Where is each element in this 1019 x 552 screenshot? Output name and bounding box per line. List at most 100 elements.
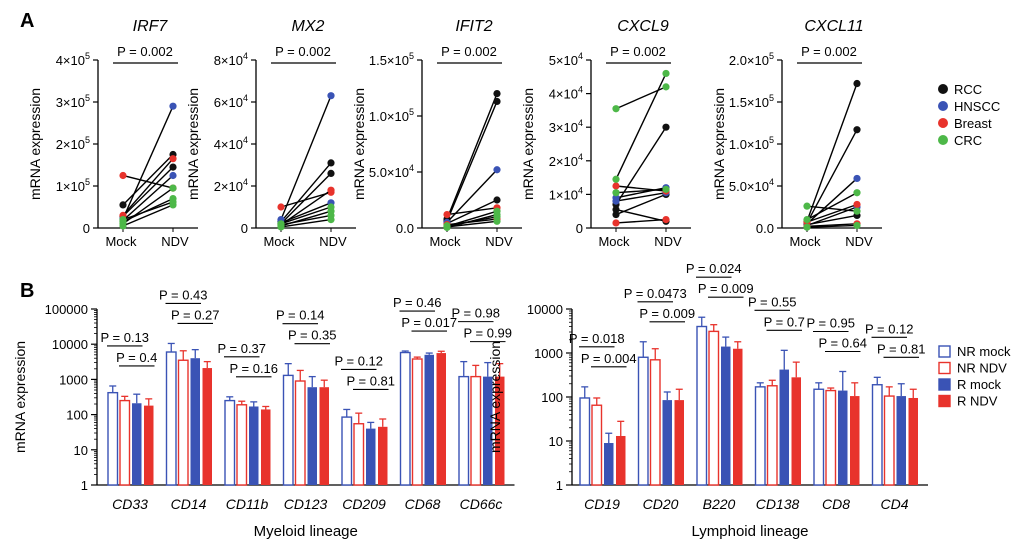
category-label: CD8: [822, 496, 850, 512]
pair-line: [615, 188, 667, 194]
pair-line: [280, 172, 332, 225]
y-tick-label: 2×104: [214, 177, 248, 194]
pair-line: [122, 158, 174, 216]
category-label: CD20: [643, 496, 679, 512]
data-point-ndv: [169, 198, 177, 206]
comparison-p-value: P = 0.12: [865, 321, 914, 336]
bar: [107, 391, 119, 486]
data-point-mock: [803, 202, 811, 210]
plot-title: IFIT2: [455, 18, 492, 35]
legend-label: CRC: [954, 133, 982, 148]
category-label: CD123: [284, 496, 328, 512]
category-label: CD4: [880, 496, 908, 512]
legend-label: R mock: [957, 377, 1002, 392]
pair-line: [806, 223, 858, 228]
y-axis-label: mRNA expression: [185, 88, 201, 200]
bar: [132, 403, 142, 485]
pair-line: [446, 93, 498, 220]
data-point-ndv: [853, 174, 861, 183]
bar: [579, 397, 591, 486]
comparison-p-value: P = 0.98: [451, 306, 500, 321]
y-tick-label: 1000: [534, 346, 563, 361]
paired-plot-irf7: IRF7 0 1×105 2×105 3×105 4×105 mRNA expression…: [27, 18, 198, 249]
data-point-mock: [612, 210, 620, 219]
legend-marker: [938, 84, 948, 94]
pair-line: [280, 189, 332, 226]
pair-line: [806, 205, 858, 212]
data-point-mock: [612, 205, 620, 214]
y-tick-label: 10000: [527, 302, 563, 317]
pair-line: [122, 174, 174, 221]
legend-label: RCC: [954, 82, 982, 97]
data-point-mock: [119, 222, 127, 230]
bar: [177, 359, 189, 486]
bar-chart-lymphoid: 1 10 100 1000 10000 mRNA expression Lymphoid l…: [487, 261, 928, 540]
data-point-ndv: [327, 92, 335, 100]
y-axis-label: mRNA expression: [12, 341, 28, 453]
pair-line: [615, 218, 667, 224]
y-tick-label: 1.0×105: [729, 135, 774, 152]
y-tick-label: 3×105: [56, 93, 90, 110]
bar: [754, 386, 766, 486]
data-point-ndv: [853, 126, 861, 134]
comparison-p-value: P = 0.64: [818, 335, 867, 350]
x-tick-label: Mock: [105, 234, 137, 249]
bar: [261, 409, 271, 485]
pair-line: [122, 105, 174, 220]
data-point-ndv: [169, 163, 177, 171]
comparison-p-value: P = 0.12: [334, 353, 383, 368]
comparison-p-value: P = 0.004: [581, 351, 637, 366]
p-value-label: P = 0.002: [801, 44, 857, 59]
x-tick-label: Mock: [789, 234, 821, 249]
bar: [766, 385, 778, 486]
category-label: CD209: [342, 496, 386, 512]
data-point-ndv: [327, 216, 335, 224]
bar: [604, 443, 614, 485]
bar: [779, 369, 789, 485]
data-point-ndv: [493, 207, 501, 215]
comparison-p-value: P = 0.81: [346, 373, 395, 388]
bar: [637, 356, 649, 486]
bar: [483, 376, 493, 485]
comparison-p-value: P = 0.99: [463, 326, 512, 341]
y-axis-label: mRNA expression: [351, 88, 367, 200]
bar: [190, 358, 200, 485]
comparison-p-value: P = 0.43: [159, 287, 208, 302]
comparison-p-value: P = 0.017: [401, 315, 457, 330]
data-point-ndv: [169, 102, 177, 110]
bar: [144, 405, 154, 485]
bar: [366, 428, 376, 485]
legend-marker: [938, 101, 948, 111]
data-point-ndv: [493, 166, 501, 174]
p-value-label: P = 0.002: [275, 44, 331, 59]
category-label: CD11b: [226, 496, 269, 512]
bar: [662, 400, 672, 485]
data-point-mock: [277, 203, 285, 211]
pair-line: [280, 214, 332, 226]
category-label: CD14: [171, 496, 207, 512]
bar: [883, 395, 895, 486]
y-axis-label: mRNA expression: [711, 88, 727, 200]
comparison-p-value: P = 0.009: [698, 281, 754, 296]
legend-label: Breast: [954, 116, 992, 131]
pair-line: [806, 192, 858, 221]
data-point-ndv: [327, 186, 335, 194]
y-tick-label: 2×104: [549, 152, 583, 169]
y-tick-label: 1000: [59, 372, 88, 387]
comparison-p-value: P = 0.37: [217, 341, 266, 356]
pair-line: [280, 162, 332, 223]
bar: [708, 330, 720, 486]
paired-plot-cxcl9: CXCL9 0 1×104 2×104 3×104 4×104 5×104 mRNA expr…: [520, 18, 691, 249]
data-point-mock: [277, 220, 285, 228]
legend-a: RCC HNSCC Breast CRC: [938, 82, 1000, 148]
x-tick-label: NDV: [845, 234, 873, 249]
y-tick-label: 4×105: [56, 51, 90, 68]
pair-line: [122, 154, 174, 206]
y-tick-label: 10: [549, 434, 563, 449]
y-tick-label: 0.0: [756, 221, 774, 236]
data-point-ndv: [662, 83, 670, 91]
bar: [436, 353, 446, 485]
legend-swatch: [938, 361, 951, 375]
paired-plot-cxcl11: CXCL11 0.0 5.0×104 1.0×105 1.5×105 2.0×105 mRN…: [711, 18, 882, 249]
x-axis-label: Lymphoid lineage: [691, 523, 808, 540]
